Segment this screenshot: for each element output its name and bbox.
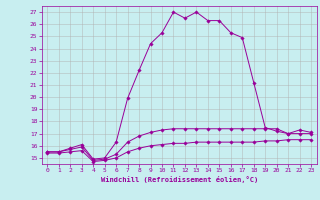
X-axis label: Windchill (Refroidissement éolien,°C): Windchill (Refroidissement éolien,°C) xyxy=(100,176,258,183)
